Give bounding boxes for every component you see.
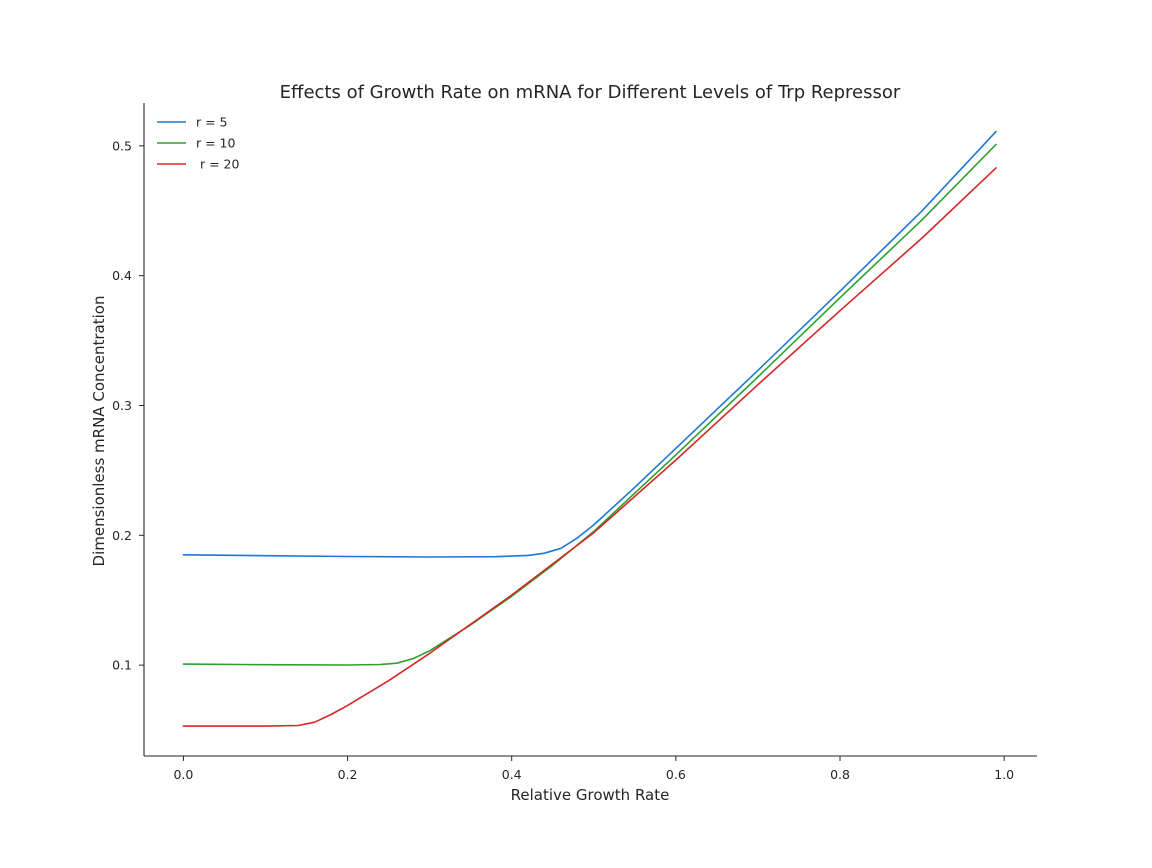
y-tick-label: 0.1 bbox=[112, 658, 132, 673]
chart-title: Effects of Growth Rate on mRNA for Diffe… bbox=[280, 82, 901, 103]
legend-label-1: r = 5 bbox=[196, 115, 228, 130]
series-line-1 bbox=[182, 130, 997, 558]
legend-label-2: r = 10 bbox=[196, 136, 236, 151]
series-line-3 bbox=[182, 167, 997, 727]
legend: r = 5 r = 10 r = 20 bbox=[157, 115, 239, 172]
y-tick-label: 0.3 bbox=[112, 398, 132, 413]
x-tick-label: 0.0 bbox=[173, 767, 193, 782]
series-lines bbox=[182, 130, 997, 727]
y-tick-label: 0.5 bbox=[112, 138, 132, 153]
x-tick-label: 1.0 bbox=[994, 767, 1014, 782]
legend-label-3: r = 20 bbox=[196, 157, 239, 172]
x-tick-label: 0.2 bbox=[338, 767, 358, 782]
series-line-2 bbox=[182, 143, 997, 666]
x-tick-label: 0.8 bbox=[830, 767, 850, 782]
y-tick-label: 0.4 bbox=[112, 268, 132, 283]
y-tick-label: 0.2 bbox=[112, 528, 132, 543]
x-axis-label: Relative Growth Rate bbox=[511, 786, 670, 804]
x-tick-label: 0.4 bbox=[502, 767, 522, 782]
axes: 0.0 0.2 0.4 0.6 0.8 1.0 0.1 0.2 0.3 0.4 0.5 bbox=[112, 103, 1037, 782]
y-axis-label: Dimensionless mRNA Concentration bbox=[90, 296, 108, 567]
x-tick-label: 0.6 bbox=[666, 767, 686, 782]
